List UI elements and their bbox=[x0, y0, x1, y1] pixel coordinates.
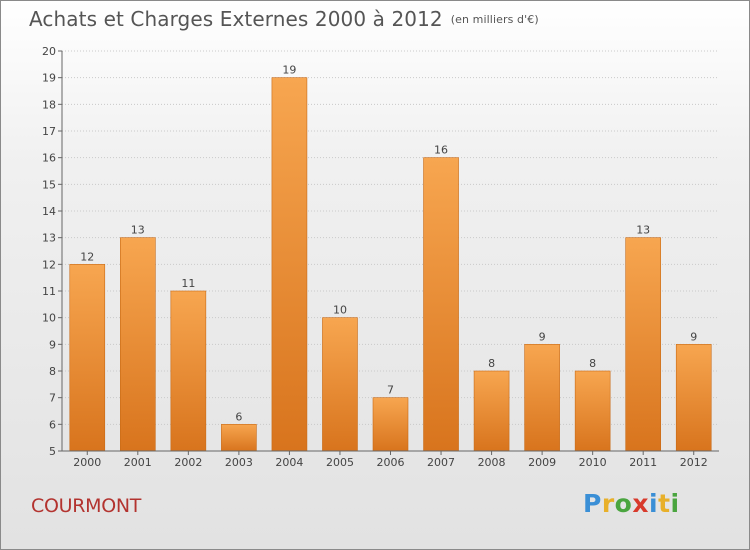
bar bbox=[574, 370, 611, 452]
commune-name: COURMONT bbox=[31, 495, 142, 517]
y-tick-label: 7 bbox=[49, 392, 56, 405]
y-tick-label: 18 bbox=[42, 98, 56, 111]
bar-value-label: 8 bbox=[488, 357, 495, 370]
x-tick-label: 2000 bbox=[73, 456, 101, 469]
x-tick-label: 2006 bbox=[377, 456, 405, 469]
x-tick-label: 2011 bbox=[629, 456, 657, 469]
x-tick-label: 2001 bbox=[124, 456, 152, 469]
bar bbox=[322, 317, 358, 452]
chart-subtitle: (en milliers d'€) bbox=[450, 13, 539, 26]
y-tick-label: 14 bbox=[42, 205, 56, 218]
bar-value-label: 6 bbox=[235, 410, 242, 423]
y-tick-label: 9 bbox=[49, 338, 56, 351]
chart-title: Achats et Charges Externes 2000 à 2012 (e… bbox=[29, 7, 539, 31]
bar-value-label: 10 bbox=[333, 304, 347, 317]
bar-value-label: 7 bbox=[387, 384, 394, 397]
bar-value-label: 13 bbox=[131, 224, 145, 237]
x-tick-label: 2009 bbox=[528, 456, 556, 469]
bar-value-label: 9 bbox=[539, 330, 546, 343]
bar-value-label: 19 bbox=[282, 64, 296, 77]
bar-value-label: 11 bbox=[181, 277, 195, 290]
bar bbox=[170, 290, 207, 452]
bar bbox=[69, 264, 106, 452]
bar-value-label: 12 bbox=[80, 250, 94, 263]
x-tick-label: 2010 bbox=[579, 456, 607, 469]
bar bbox=[372, 397, 409, 452]
bar bbox=[473, 370, 510, 452]
bar bbox=[423, 157, 459, 452]
bar bbox=[524, 344, 560, 452]
y-tick-label: 10 bbox=[42, 312, 56, 325]
y-tick-label: 8 bbox=[49, 365, 56, 378]
y-tick-label: 17 bbox=[42, 125, 56, 138]
bar-value-label: 8 bbox=[589, 357, 596, 370]
bar bbox=[625, 237, 661, 452]
x-tick-label: 2005 bbox=[326, 456, 354, 469]
bar bbox=[221, 424, 257, 452]
y-tick-label: 15 bbox=[42, 178, 56, 191]
y-tick-label: 12 bbox=[42, 258, 56, 271]
y-tick-label: 20 bbox=[42, 45, 56, 58]
y-tick-label: 13 bbox=[42, 232, 56, 245]
bar-value-label: 16 bbox=[434, 144, 448, 157]
y-tick-label: 11 bbox=[42, 285, 56, 298]
bar-value-label: 9 bbox=[690, 330, 697, 343]
bar-value-label: 13 bbox=[636, 224, 650, 237]
bar bbox=[120, 237, 156, 452]
y-tick-label: 6 bbox=[49, 418, 56, 431]
x-tick-label: 2002 bbox=[174, 456, 202, 469]
x-tick-label: 2003 bbox=[225, 456, 253, 469]
y-tick-label: 19 bbox=[42, 72, 56, 85]
x-tick-label: 2008 bbox=[478, 456, 506, 469]
y-tick-label: 5 bbox=[49, 445, 56, 458]
title-text: Achats et Charges Externes 2000 à 2012 bbox=[29, 7, 443, 31]
x-tick-label: 2007 bbox=[427, 456, 455, 469]
x-tick-label: 2012 bbox=[680, 456, 708, 469]
x-tick-label: 2004 bbox=[275, 456, 303, 469]
bar bbox=[675, 344, 712, 452]
y-tick-label: 16 bbox=[42, 152, 56, 165]
bar bbox=[271, 77, 308, 452]
proxiti-logo: Proxiti bbox=[583, 489, 680, 518]
